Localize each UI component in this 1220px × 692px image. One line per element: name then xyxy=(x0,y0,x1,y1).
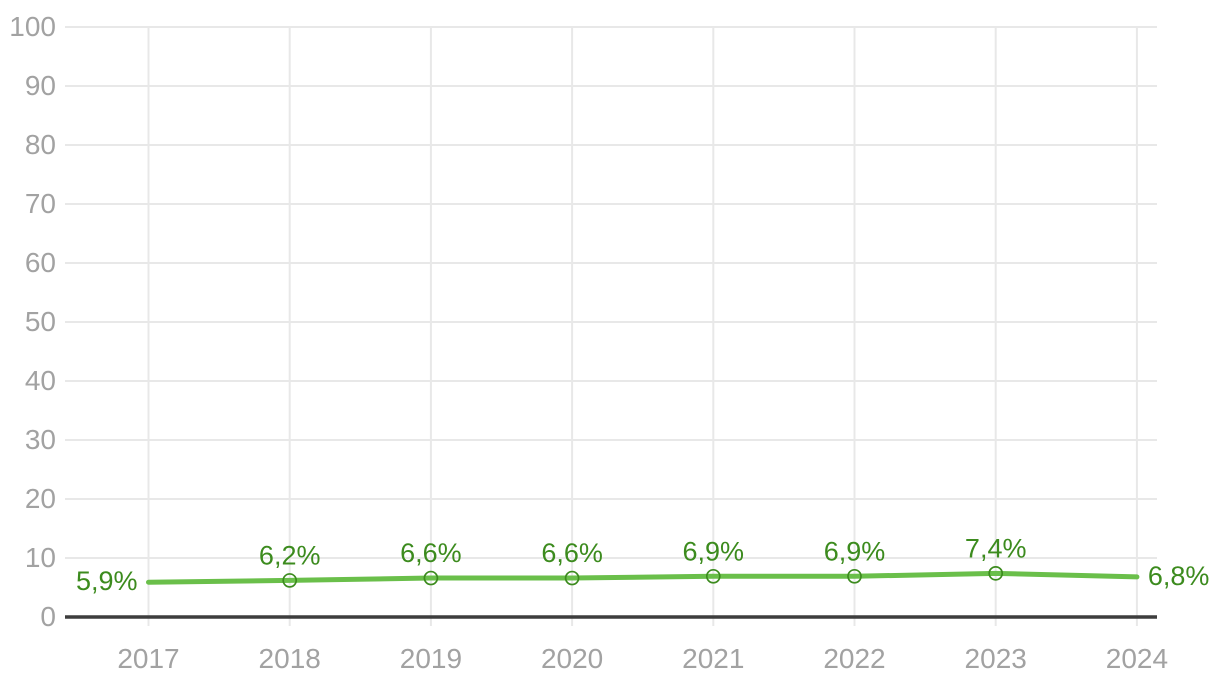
y-axis-tick-labels: 0 10 20 30 40 50 60 70 80 90 100 xyxy=(9,11,56,632)
data-point-label: 6,9% xyxy=(683,536,745,566)
series-data-labels: 5,9% 6,2% 6,6% 6,6% 6,9% 6,9% 7,4% 6,8% xyxy=(76,533,1209,596)
y-tick-label: 70 xyxy=(25,188,56,219)
data-point-marker[interactable] xyxy=(705,568,721,584)
y-tick-label: 30 xyxy=(25,424,56,455)
x-tick-label: 2017 xyxy=(117,643,179,674)
series-markers xyxy=(282,565,1004,588)
y-tick-label: 80 xyxy=(25,129,56,160)
x-tick-label: 2020 xyxy=(541,643,603,674)
series-line-group xyxy=(146,570,1140,585)
data-point-label: 6,9% xyxy=(824,536,886,566)
data-point-marker[interactable] xyxy=(282,573,298,588)
data-point-marker[interactable] xyxy=(847,568,862,584)
series-line xyxy=(146,570,1140,585)
data-point-label: 6,6% xyxy=(400,538,462,568)
data-point-marker[interactable] xyxy=(423,570,439,586)
gridlines-horizontal xyxy=(65,26,1157,559)
y-tick-label: 90 xyxy=(25,70,56,101)
y-tick-label: 50 xyxy=(25,306,56,337)
x-axis-tick-labels: 2017 2018 2019 2020 2021 2022 2023 2024 xyxy=(117,643,1168,674)
y-tick-label: 0 xyxy=(40,601,56,632)
y-tick-label: 10 xyxy=(25,542,56,573)
x-tick-label: 2018 xyxy=(259,643,321,674)
y-tick-label: 60 xyxy=(25,247,56,278)
data-point-marker[interactable] xyxy=(564,570,580,586)
x-tick-label: 2023 xyxy=(965,643,1027,674)
y-tick-label: 20 xyxy=(25,483,56,514)
data-point-label: 6,2% xyxy=(259,540,321,570)
x-tick-label: 2021 xyxy=(682,643,744,674)
x-tick-label: 2019 xyxy=(400,643,462,674)
x-tick-label: 2024 xyxy=(1106,643,1168,674)
x-tick-label: 2022 xyxy=(823,643,885,674)
data-point-marker[interactable] xyxy=(988,565,1004,581)
data-point-label: 6,8% xyxy=(1148,561,1210,591)
y-tick-label: 40 xyxy=(25,365,56,396)
y-tick-label: 100 xyxy=(9,11,56,42)
gridlines-vertical xyxy=(147,27,1138,626)
data-point-label: 7,4% xyxy=(965,533,1027,563)
data-point-label: 5,9% xyxy=(76,566,138,596)
data-point-label: 6,6% xyxy=(541,538,603,568)
